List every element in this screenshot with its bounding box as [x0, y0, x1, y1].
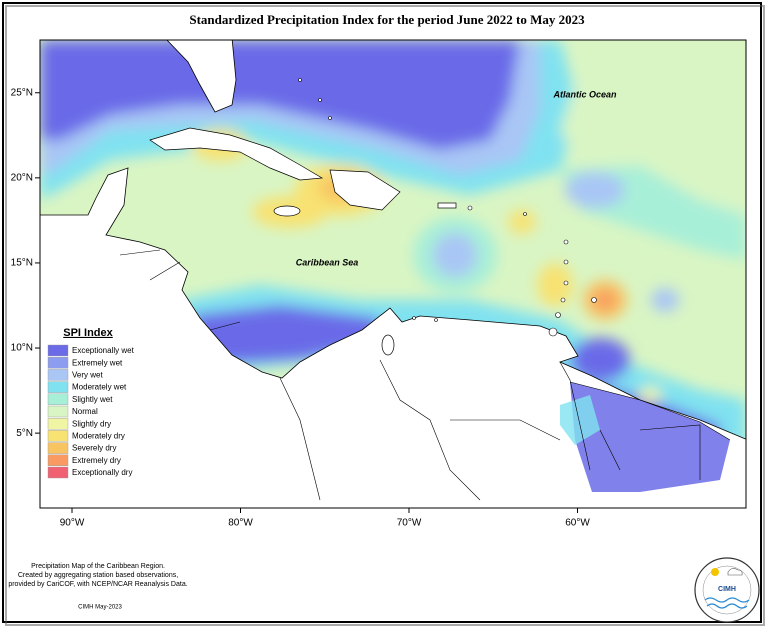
- legend-swatch: [47, 344, 69, 357]
- y-tick-label: 20°N: [11, 172, 33, 183]
- footer-note: Precipitation Map of the Caribbean Regio…: [8, 563, 187, 588]
- legend-label: Slightly wet: [72, 395, 113, 404]
- legend-label: Exceptionally wet: [72, 346, 135, 355]
- legend-label: Severely dry: [72, 444, 116, 453]
- legend-label: Moderately wet: [72, 383, 127, 392]
- logo: CIMH: [694, 557, 760, 623]
- outer-frame: [2, 2, 762, 623]
- legend-swatch: [47, 405, 69, 418]
- legend-swatch: [47, 442, 69, 454]
- legend-swatch: [47, 418, 69, 430]
- legend-label: Extremely dry: [72, 456, 121, 465]
- legend-title: SPI Index: [63, 327, 113, 339]
- place-label: Atlantic Ocean: [552, 89, 617, 99]
- y-tick-label: 25°N: [11, 87, 33, 98]
- legend-swatch: [47, 381, 69, 393]
- x-tick-label: 60°W: [565, 518, 590, 529]
- legend-swatch: [47, 454, 69, 466]
- legend-swatch: [47, 357, 69, 369]
- legend-swatch: [47, 430, 69, 442]
- map-frame: [39, 39, 747, 509]
- legend-label: Exceptionally dry: [72, 468, 132, 477]
- x-tick-label: 90°W: [60, 518, 85, 529]
- legend-label: Extremely wet: [72, 358, 123, 367]
- axes: 90°W 80°W 70°W 60°W 25°N 20°N 15°N 10°N 5°N: [11, 87, 591, 528]
- legend: SPI Index Exceptionally wet Extremely wet…: [45, 327, 145, 479]
- y-tick-label: 5°N: [16, 428, 33, 439]
- y-tick-label: 15°N: [11, 258, 33, 269]
- x-tick-label: 70°W: [397, 518, 422, 529]
- footer-line: Precipitation Map of the Caribbean Regio…: [31, 563, 165, 570]
- map: Atlantic Ocean Caribbean Sea: [40, 40, 746, 508]
- x-tick-label: 80°W: [228, 518, 253, 529]
- legend-label: Moderately dry: [72, 432, 125, 441]
- legend-swatch: [47, 393, 69, 405]
- footer-credit: CIMH May-2023: [78, 605, 122, 611]
- legend-label: Normal: [72, 407, 98, 416]
- logo-text: CIMH: [718, 586, 736, 593]
- legend-label: Very wet: [72, 371, 103, 380]
- footer-line: Created by aggregating station based obs…: [18, 572, 178, 579]
- legend-swatch: [47, 466, 69, 479]
- map-title: Standardized Precipitation Index for the…: [189, 12, 585, 27]
- footer-line: provided by CariCOF, with NCEP/NCAR Rean…: [8, 581, 187, 588]
- legend-swatch: [47, 369, 69, 381]
- y-tick-label: 10°N: [11, 343, 33, 354]
- footer: Precipitation Map of the Caribbean Regio…: [8, 563, 187, 611]
- place-label: Caribbean Sea: [296, 257, 359, 267]
- legend-label: Slightly dry: [72, 419, 111, 428]
